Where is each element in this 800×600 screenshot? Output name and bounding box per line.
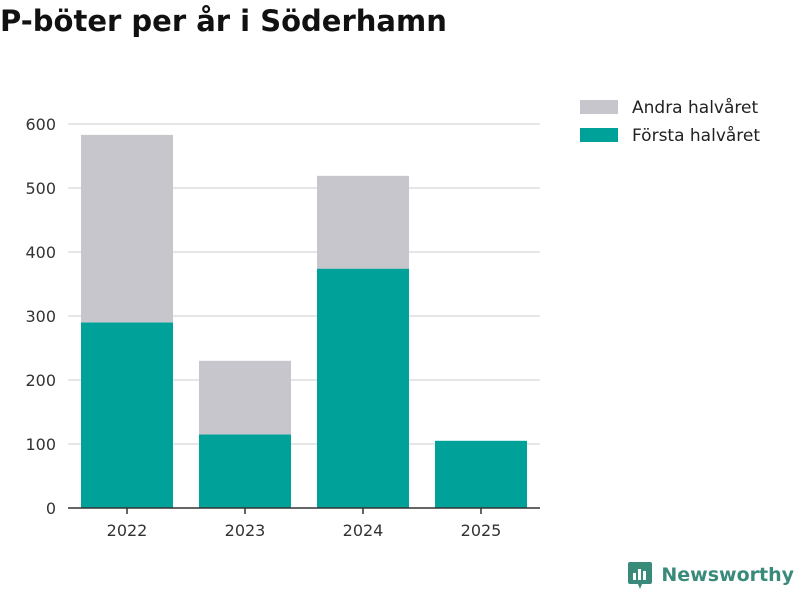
y-tick-label: 600 bbox=[25, 115, 56, 134]
x-tick-label: 2024 bbox=[343, 521, 384, 540]
brand-logo: Newsworthy bbox=[627, 560, 794, 590]
legend-swatch bbox=[580, 128, 618, 142]
y-tick-label: 100 bbox=[25, 435, 56, 454]
bar-andra-halvaret-2023 bbox=[199, 360, 291, 435]
bar-forsta-halvaret-2022 bbox=[81, 322, 173, 508]
bar-forsta-halvaret-2024 bbox=[317, 268, 409, 508]
legend-label: Första halvåret bbox=[632, 125, 760, 146]
x-tick-label: 2023 bbox=[225, 521, 266, 540]
newsworthy-logo-icon bbox=[628, 562, 653, 589]
brand-name: Newsworthy bbox=[661, 564, 794, 586]
y-tick-label: 300 bbox=[25, 307, 56, 326]
bar-forsta-halvaret-2025 bbox=[435, 440, 527, 508]
y-tick-label: 500 bbox=[25, 179, 56, 198]
legend-swatch bbox=[580, 100, 618, 114]
y-tick-label: 0 bbox=[46, 499, 56, 518]
bar-forsta-halvaret-2023 bbox=[199, 434, 291, 508]
y-tick-label: 200 bbox=[25, 371, 56, 390]
legend-label: Andra halvåret bbox=[632, 97, 758, 118]
x-tick-label: 2022 bbox=[107, 521, 148, 540]
bar-andra-halvaret-2022 bbox=[81, 134, 173, 323]
y-tick-label: 400 bbox=[25, 243, 56, 262]
bar-andra-halvaret-2024 bbox=[317, 175, 409, 269]
x-tick-label: 2025 bbox=[461, 521, 502, 540]
chart-title: P-böter per år i Söderhamn bbox=[0, 4, 447, 38]
